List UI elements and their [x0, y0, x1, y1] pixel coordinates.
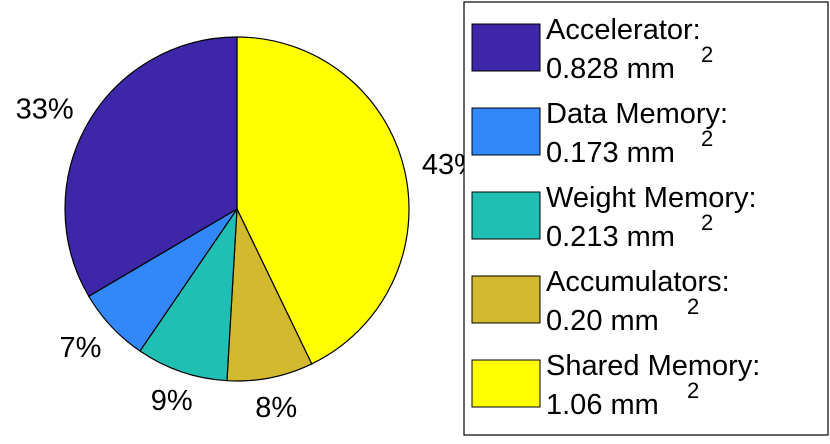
legend-swatch [471, 107, 541, 156]
pie-slices [64, 36, 410, 382]
legend-unit-exponent: 2 [687, 294, 699, 319]
legend-value: 0.173 mm [546, 137, 675, 169]
legend-unit-exponent: 2 [687, 378, 699, 403]
percent-labels: 43%8%9%7%33% [16, 94, 480, 424]
percent-label: 33% [16, 94, 74, 126]
legend-label: Weight Memory: [546, 182, 757, 214]
legend-swatch [471, 191, 541, 240]
legend-label: Data Memory: [546, 98, 728, 130]
pie-slice-weight-memory [139, 206, 238, 382]
legend-swatch [471, 23, 541, 72]
legend-unit-exponent: 2 [701, 126, 713, 151]
legend-value: 1.06 mm [546, 389, 659, 421]
pie-slice-accelerator [64, 36, 238, 298]
legend-value: 0.20 mm [546, 305, 659, 337]
legend-value: 0.828 mm [546, 53, 675, 85]
legend-value: 0.213 mm [546, 221, 675, 253]
percent-label: 8% [255, 392, 297, 424]
legend-swatch [471, 275, 541, 324]
legend-label: Shared Memory: [546, 350, 760, 382]
legend-unit-exponent: 2 [701, 210, 713, 235]
legend-label: Accelerator: [546, 14, 701, 46]
legend-label: Accumulators: [546, 266, 730, 298]
percent-label: 9% [151, 385, 193, 417]
percent-label: 7% [60, 332, 102, 364]
legend-unit-exponent: 2 [701, 42, 713, 67]
pie-slice-shared-memory [236, 36, 410, 365]
legend-swatch [471, 359, 541, 408]
